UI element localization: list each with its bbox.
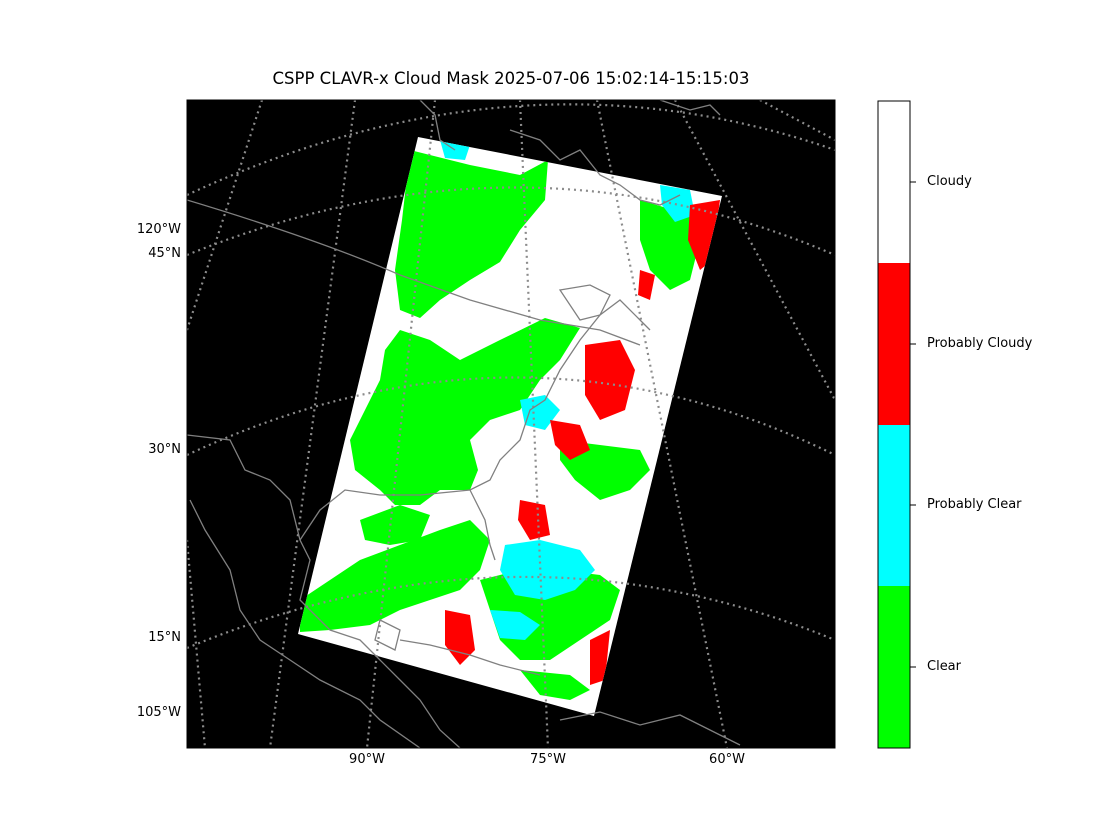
- coastlines: [187, 100, 741, 748]
- lat-label-30n: 30°N: [148, 442, 181, 457]
- lon-label-120w: 120°W: [136, 222, 181, 237]
- lat-label-45n: 45°N: [148, 246, 181, 261]
- colorbar-label-probably-clear: Probably Clear: [927, 497, 1022, 512]
- cloud-mask-classes: [300, 140, 720, 700]
- lat-label-15n: 15°N: [148, 630, 181, 645]
- colorbar: [877, 100, 916, 749]
- lon-label-105w: 105°W: [136, 705, 181, 720]
- colorbar-frame: [877, 100, 911, 749]
- colorbar-segment-probably-cloudy: [878, 263, 910, 425]
- colorbar-segment-cloudy: [878, 101, 910, 263]
- colorbar-label-cloudy: Cloudy: [927, 174, 972, 189]
- colorbar-segment-probably-clear: [878, 425, 910, 586]
- colorbar-label-probably-cloudy: Probably Cloudy: [927, 336, 1033, 351]
- colorbar-label-clear: Clear: [927, 659, 961, 674]
- graticule-lines: [187, 100, 835, 748]
- map-frame: [186, 99, 836, 749]
- colorbar-segment-clear: [878, 586, 910, 748]
- lon-label-75w: 75°W: [530, 752, 566, 767]
- map-title: CSPP CLAVR-x Cloud Mask 2025-07-06 15:02…: [272, 69, 750, 88]
- lon-label-60w: 60°W: [709, 752, 745, 767]
- probably-cloudy-regions: [445, 200, 720, 685]
- lon-label-90w: 90°W: [349, 752, 385, 767]
